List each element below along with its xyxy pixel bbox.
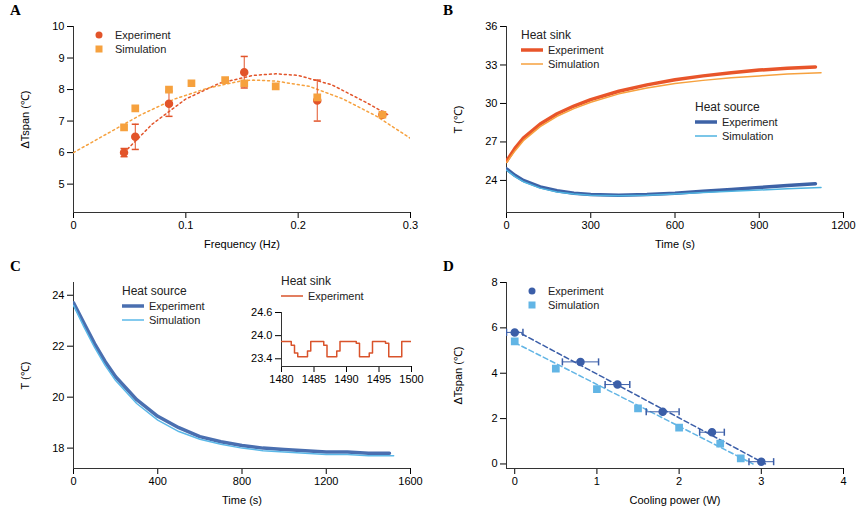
html-text:Simulation: Simulation — [115, 43, 167, 55]
svg-text:0.3: 0.3 — [403, 219, 418, 231]
svg-text:33: 33 — [485, 59, 497, 71]
svg-text:5: 5 — [58, 178, 64, 190]
svg-text:T (℃): T (℃) — [452, 106, 464, 134]
svg-text:0.2: 0.2 — [291, 219, 306, 231]
svg-text:20: 20 — [52, 391, 64, 403]
html-text:Experiment: Experiment — [548, 44, 604, 56]
svg-text:6: 6 — [58, 146, 64, 158]
svg-text:Time (s): Time (s) — [222, 494, 262, 506]
svg-text:18: 18 — [52, 442, 64, 454]
svg-text:6: 6 — [491, 321, 497, 333]
svg-text:36: 36 — [485, 20, 497, 32]
html-text:Experiment: Experiment — [548, 285, 604, 297]
svg-text:0: 0 — [512, 475, 518, 487]
svg-text:ΔTspan (℃): ΔTspan (℃) — [19, 90, 31, 148]
svg-text:ΔTspan (℃): ΔTspan (℃) — [452, 346, 464, 404]
html-text:Experiment: Experiment — [722, 116, 778, 128]
svg-text:1600: 1600 — [398, 475, 422, 487]
svg-text:0: 0 — [70, 475, 76, 487]
svg-text:0: 0 — [491, 457, 497, 469]
svg-text:Time (s): Time (s) — [655, 238, 695, 250]
html-text:Experiment: Experiment — [115, 29, 171, 41]
html-text:A: A — [10, 2, 21, 18]
svg-text:24: 24 — [485, 174, 497, 186]
html-text:Simulation: Simulation — [722, 130, 774, 142]
svg-text:24.6: 24.6 — [251, 306, 272, 318]
svg-text:1200: 1200 — [314, 475, 338, 487]
svg-text:1485: 1485 — [302, 373, 326, 385]
svg-text:Cooling power (W): Cooling power (W) — [629, 494, 720, 506]
html-text:Simulation: Simulation — [548, 58, 600, 70]
html-text:Heat source: Heat source — [695, 100, 760, 114]
svg-text:T (℃): T (℃) — [19, 362, 31, 390]
svg-text:400: 400 — [149, 475, 167, 487]
svg-text:600: 600 — [666, 219, 684, 231]
html-text:Heat source: Heat source — [122, 284, 187, 298]
svg-text:24.0: 24.0 — [251, 329, 272, 341]
html-text:D: D — [443, 258, 454, 274]
html-text:Simulation: Simulation — [149, 314, 201, 326]
svg-text:1495: 1495 — [367, 373, 391, 385]
svg-text:1500: 1500 — [399, 373, 423, 385]
svg-text:4: 4 — [491, 367, 497, 379]
html-text:Experiment: Experiment — [149, 300, 205, 312]
svg-text:27: 27 — [485, 135, 497, 147]
svg-text:300: 300 — [582, 219, 600, 231]
svg-text:9: 9 — [58, 52, 64, 64]
svg-text:1480: 1480 — [269, 373, 293, 385]
html-text:Experiment: Experiment — [308, 290, 364, 302]
html-text:Simulation: Simulation — [548, 299, 600, 311]
html-text:B: B — [443, 2, 453, 18]
svg-text:24: 24 — [52, 289, 64, 301]
svg-text:30: 30 — [485, 97, 497, 109]
html-text:C: C — [10, 258, 21, 274]
svg-text:900: 900 — [750, 219, 768, 231]
svg-text:0.1: 0.1 — [178, 219, 193, 231]
svg-text:1: 1 — [594, 475, 600, 487]
svg-text:8: 8 — [491, 276, 497, 288]
svg-text:800: 800 — [233, 475, 251, 487]
svg-text:23.4: 23.4 — [251, 352, 272, 364]
svg-text:1200: 1200 — [831, 219, 855, 231]
svg-text:Frequency (Hz): Frequency (Hz) — [204, 238, 280, 250]
html-text:Heat sink: Heat sink — [521, 28, 571, 42]
svg-text:8: 8 — [58, 83, 64, 95]
svg-text:1490: 1490 — [334, 373, 358, 385]
svg-text:2: 2 — [491, 412, 497, 424]
svg-text:2: 2 — [676, 475, 682, 487]
svg-text:22: 22 — [52, 340, 64, 352]
svg-text:10: 10 — [52, 20, 64, 32]
svg-text:3: 3 — [758, 475, 764, 487]
svg-text:0: 0 — [503, 219, 509, 231]
svg-text:4: 4 — [840, 475, 846, 487]
html-text:Heat sink: Heat sink — [281, 274, 331, 288]
svg-text:0: 0 — [70, 219, 76, 231]
svg-text:7: 7 — [58, 115, 64, 127]
